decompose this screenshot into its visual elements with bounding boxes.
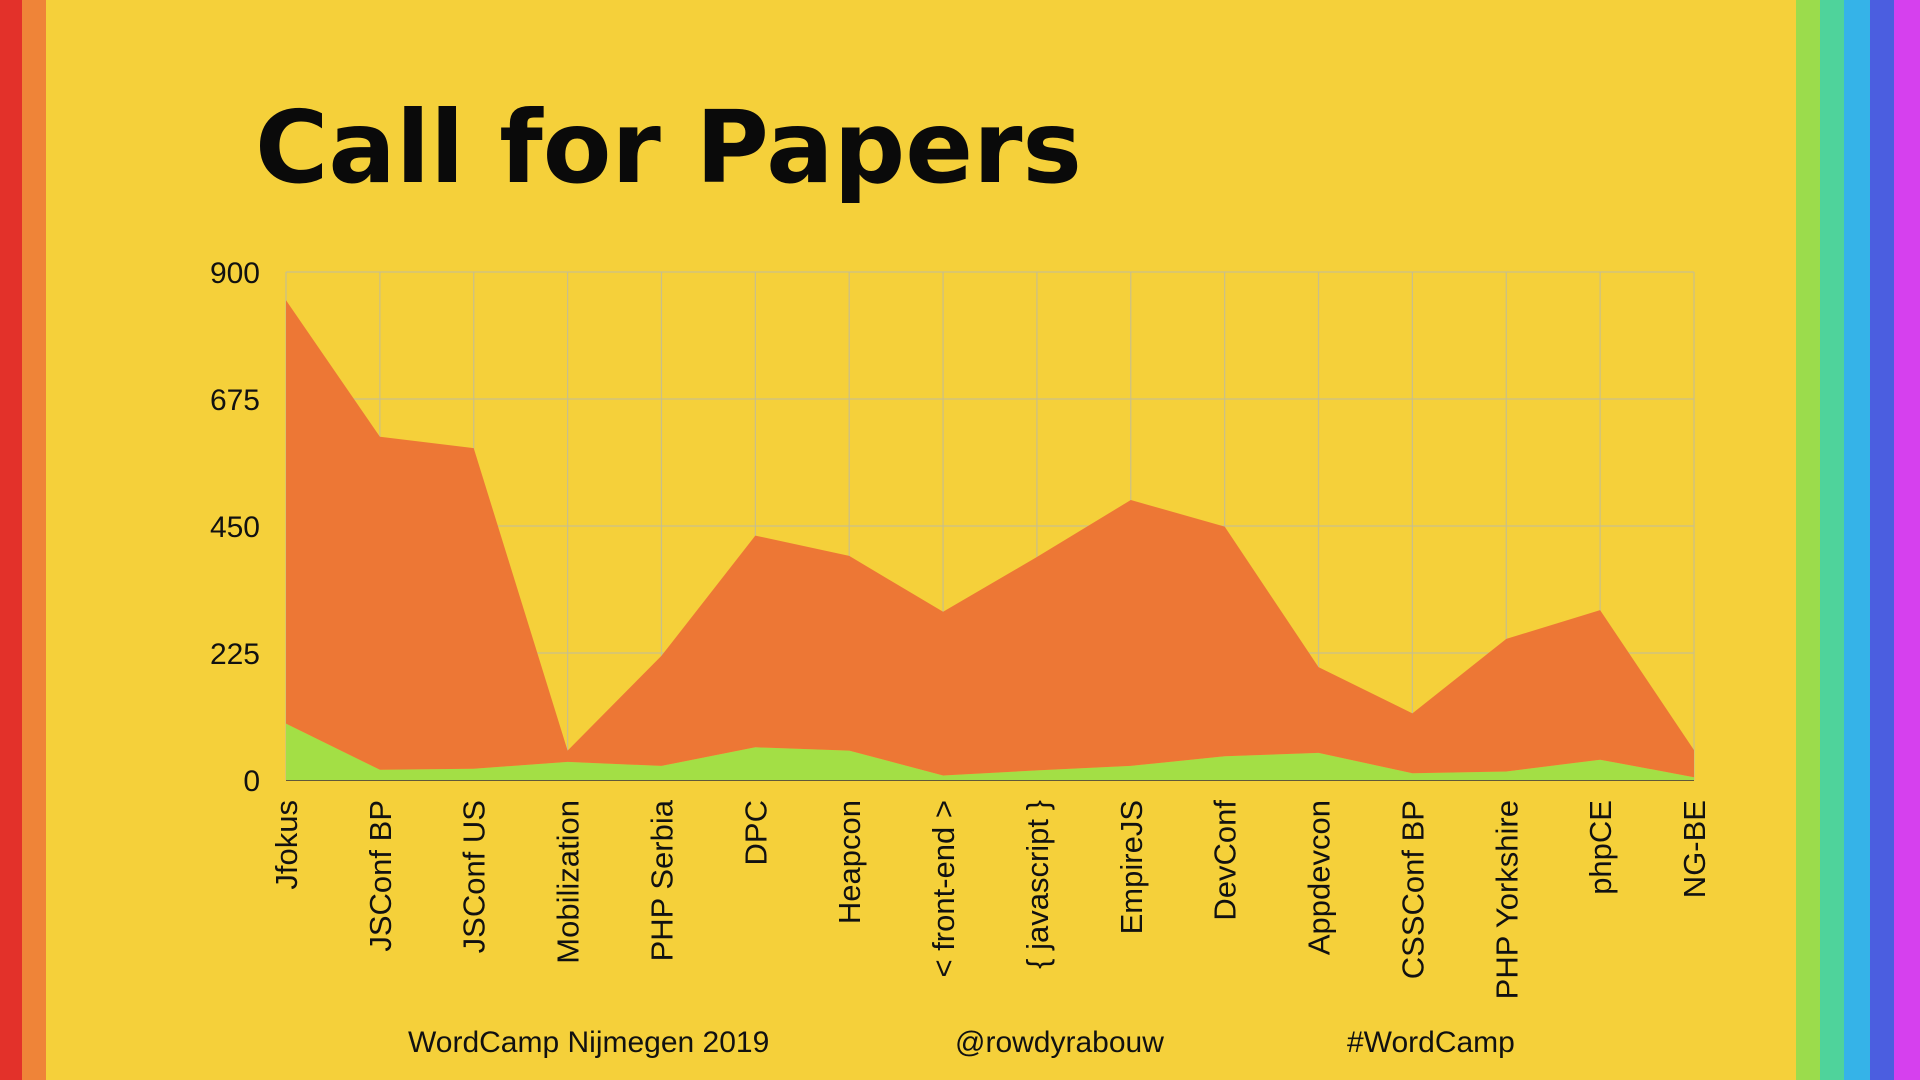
x-tick-label: PHP Yorkshire	[1489, 800, 1524, 999]
x-tick-label: DPC	[738, 800, 773, 865]
x-tick-label: Heapcon	[832, 800, 867, 924]
y-tick-label: 450	[210, 511, 260, 544]
right-stripe-indigo	[1870, 0, 1894, 1080]
y-tick-label: 225	[210, 638, 260, 671]
y-tick-label: 900	[210, 257, 260, 290]
chart-areas	[286, 300, 1694, 780]
area-series-1	[286, 723, 1694, 780]
x-tick-label: JSConf BP	[363, 800, 398, 952]
left-stripe-orange	[22, 0, 46, 1080]
y-axis-ticks: 0 225 450 675 900	[210, 257, 260, 798]
x-tick-label: phpCE	[1583, 800, 1618, 895]
right-stripe-magenta	[1894, 0, 1920, 1080]
right-stripe-blue	[1844, 0, 1870, 1080]
y-tick-label: 675	[210, 384, 260, 417]
x-tick-label: Jfokus	[269, 800, 304, 890]
x-tick-label: { javascript }	[1020, 800, 1055, 969]
x-tick-label: Mobilization	[551, 800, 586, 964]
right-stripe-green	[1796, 0, 1820, 1080]
x-tick-label: DevConf	[1208, 800, 1243, 921]
x-tick-label: NG-BE	[1677, 800, 1712, 898]
left-stripe-red	[0, 0, 22, 1080]
area-series-2	[286, 300, 1694, 778]
x-tick-label: PHP Serbia	[644, 799, 679, 961]
x-tick-label: EmpireJS	[1114, 800, 1149, 934]
right-stripe-teal	[1820, 0, 1844, 1080]
x-tick-label: < front-end >	[926, 800, 961, 978]
x-tick-label: Appdevcon	[1302, 800, 1337, 955]
footer-hashtag: #WordCamp	[1347, 1026, 1515, 1059]
x-tick-label: JSConf US	[457, 800, 492, 953]
x-axis-ticks: Jfokus JSConf BP JSConf US Mobilization PHP …	[269, 799, 1712, 999]
x-tick-label: CSSConf BP	[1395, 800, 1430, 979]
slide-title: Call for Papers	[255, 89, 1082, 206]
footer-event: WordCamp Nijmegen 2019	[408, 1026, 770, 1059]
y-tick-label: 0	[243, 765, 260, 798]
footer-handle: @rowdyrabouw	[955, 1026, 1164, 1059]
area-chart: 0 225 450 675 900 Jfokus JSConf BP JSConf US Mo…	[210, 257, 1712, 999]
